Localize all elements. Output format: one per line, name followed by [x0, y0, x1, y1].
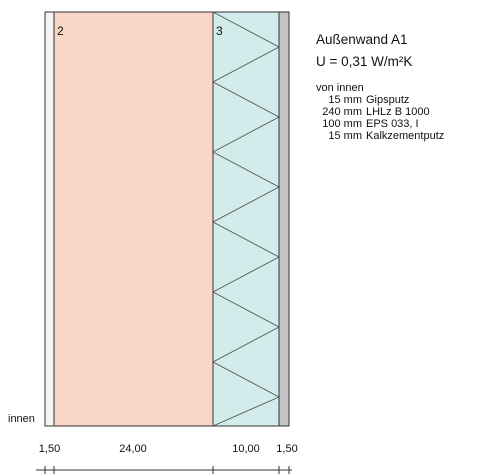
- layer-material: Kalkzementputz: [366, 130, 445, 142]
- dim-label-lhlz: 24,00: [119, 443, 147, 455]
- layer-order-label: von innen: [316, 82, 364, 94]
- layer-material: Gipsputz: [366, 94, 410, 106]
- layer-list-item: 15 mm Kalkzementputz: [316, 130, 503, 142]
- layer-thickness: 100 mm: [322, 118, 362, 130]
- layer-list-item: 15 mm Gipsputz: [316, 94, 503, 106]
- layer-thickness: 240 mm: [322, 106, 362, 118]
- layer-number-3: 3: [216, 24, 223, 38]
- u-value: U = 0,31 W/m²K: [316, 54, 413, 69]
- inside-label: innen: [8, 413, 35, 425]
- dim-label-kalkzementputz: 1,50: [276, 443, 297, 455]
- dim-label-gipsputz: 1,50: [39, 443, 60, 455]
- dim-label-eps: 10,00: [232, 443, 260, 455]
- layer-material: LHLz B 1000: [366, 106, 430, 118]
- layer-lhlz: [53, 11, 214, 427]
- insulation-hatch: [212, 11, 281, 427]
- layer-thickness: 15 mm: [328, 130, 362, 142]
- layer-list-item: 100 mm EPS 033, I: [316, 118, 503, 130]
- layer-list-item: 240 mm LHLz B 1000: [316, 106, 503, 118]
- layer-thickness: 15 mm: [328, 94, 362, 106]
- layer-gipsputz: [44, 11, 55, 427]
- wall-info-panel: Außenwand A1 U = 0,31 W/m²K von innen 15…: [316, 31, 503, 142]
- layer-number-2: 2: [57, 24, 64, 38]
- layer-eps-insulation: [212, 11, 280, 427]
- layer-material: EPS 033, I: [366, 118, 419, 130]
- wall-title: Außenwand A1: [316, 32, 408, 47]
- layer-kalkzementputz: [278, 11, 290, 427]
